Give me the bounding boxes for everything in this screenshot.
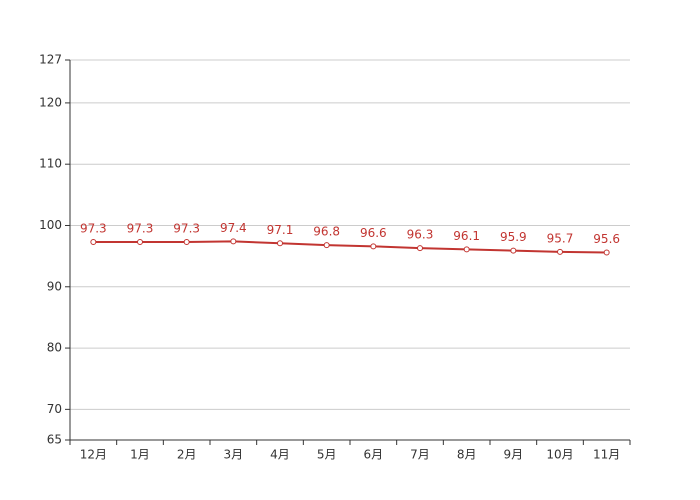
point bbox=[230, 238, 237, 245]
point bbox=[137, 239, 143, 246]
y-tick-label: 127 bbox=[39, 53, 62, 67]
y-tick-label: 100 bbox=[39, 218, 62, 232]
point bbox=[323, 242, 330, 249]
value-label: 95.6 bbox=[593, 232, 620, 246]
x-tick-label: 4月 bbox=[270, 448, 290, 462]
x-tick-label: 7月 bbox=[410, 448, 430, 462]
y-tick-label: 110 bbox=[39, 157, 62, 171]
x-tick-label: 11月 bbox=[593, 448, 620, 462]
value-label: 97.3 bbox=[127, 222, 154, 236]
line bbox=[93, 240, 607, 254]
y-tick-label: 90 bbox=[47, 279, 62, 293]
point bbox=[603, 249, 610, 256]
value-label: 96.3 bbox=[407, 228, 434, 242]
value-label: 97.4 bbox=[220, 221, 247, 235]
value-label: 96.6 bbox=[360, 226, 387, 240]
value-label: 95.7 bbox=[547, 231, 574, 245]
x-tick-label: 3月 bbox=[224, 448, 244, 462]
y-tick-label: 70 bbox=[47, 402, 62, 416]
x-tick-label: 12月 bbox=[80, 448, 107, 462]
value-label: 95.9 bbox=[500, 230, 527, 244]
x-tick-label: 2月 bbox=[177, 448, 197, 462]
point bbox=[463, 246, 470, 253]
point bbox=[510, 247, 517, 254]
value-label: 97.1 bbox=[267, 223, 294, 237]
x-tick-label: 8月 bbox=[457, 448, 477, 462]
x-tick-label: 5月 bbox=[317, 448, 337, 462]
x-tick-label: 10月 bbox=[546, 448, 573, 462]
value-label: 97.3 bbox=[80, 222, 107, 236]
value-label: 97.3 bbox=[173, 222, 200, 236]
x-tick-label: 9月 bbox=[504, 448, 524, 462]
point bbox=[370, 243, 377, 250]
value-label: 96.1 bbox=[453, 229, 480, 243]
point bbox=[277, 240, 283, 247]
y-tick-label: 120 bbox=[39, 95, 62, 109]
y-tick-label: 80 bbox=[47, 341, 62, 355]
x-tick-label: 1月 bbox=[130, 448, 150, 462]
point bbox=[417, 245, 423, 252]
value-label: 96.8 bbox=[313, 225, 340, 239]
point bbox=[90, 239, 97, 246]
x-tick-label: 6月 bbox=[364, 448, 384, 462]
y-tick-label: 65 bbox=[47, 433, 62, 447]
point bbox=[183, 239, 190, 246]
point bbox=[557, 248, 563, 255]
